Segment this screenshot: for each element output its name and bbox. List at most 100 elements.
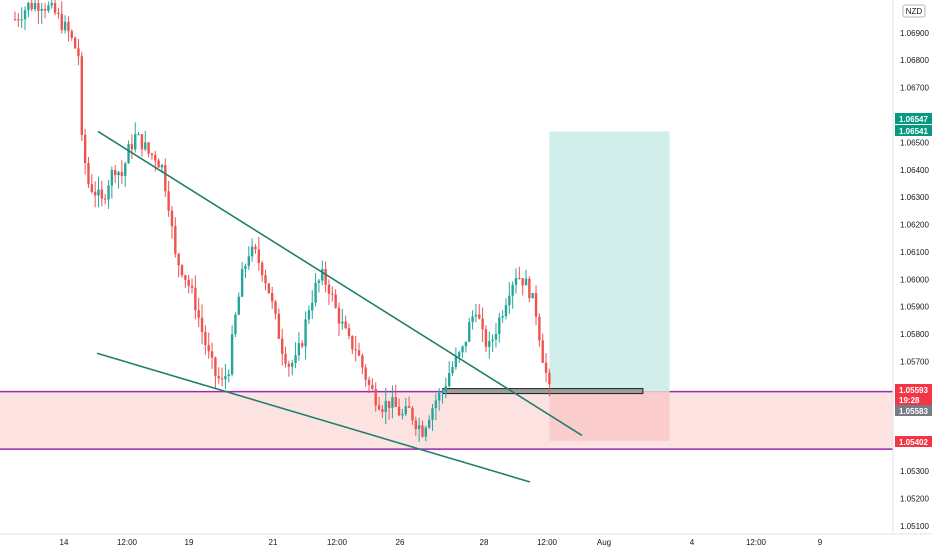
candle-body <box>134 134 137 150</box>
candle-body <box>180 265 184 276</box>
target-high-label-bg <box>895 113 932 124</box>
candle-body <box>451 367 454 374</box>
candle-body <box>391 397 394 409</box>
candle-body <box>397 406 401 416</box>
candle-body <box>20 19 23 21</box>
candle-body <box>508 295 511 306</box>
candle-body <box>240 269 244 297</box>
candle-body <box>37 3 40 11</box>
entry-low-label: 1.05583 <box>899 407 928 416</box>
candle-body <box>103 198 107 200</box>
candle-body <box>524 278 528 286</box>
x-tick-label: 12:00 <box>537 538 558 547</box>
upper-trendline <box>97 130 583 437</box>
target-low-label-bg <box>895 125 932 136</box>
target-low-label: 1.06541 <box>899 127 928 136</box>
last-price-label-bg <box>895 384 932 395</box>
candle-body <box>260 262 264 276</box>
candle-body <box>167 191 170 211</box>
candle-body <box>401 414 404 416</box>
candle-body <box>197 310 200 318</box>
candle-body <box>381 409 384 413</box>
x-tick-label: 26 <box>396 538 405 547</box>
y-tick-label: 1.05800 <box>900 330 929 339</box>
lower-trendline <box>96 352 531 483</box>
candle-body <box>504 305 508 317</box>
candle-body <box>474 314 478 317</box>
candle-body <box>267 283 271 294</box>
stop-zone <box>549 391 670 441</box>
y-tick-label: 1.05100 <box>900 522 929 531</box>
candle-body <box>491 339 494 342</box>
entry-low-label-bg <box>895 405 932 416</box>
candle-body <box>324 268 327 285</box>
price-axis[interactable]: 1.06900 1.06800 1.06700 1.06500 1.06400 1.063… <box>900 29 929 531</box>
candle-body <box>33 3 37 10</box>
candle-body <box>250 246 254 257</box>
candle-body <box>351 335 354 350</box>
candle-body <box>367 379 371 385</box>
candle-body <box>287 363 291 367</box>
candle-body <box>247 256 250 267</box>
y-tick-label: 1.05900 <box>900 303 929 312</box>
y-tick-label: 1.06500 <box>900 138 929 147</box>
candle-body <box>424 427 428 437</box>
candle-body <box>344 321 347 329</box>
candle-body <box>534 293 538 317</box>
candle-body <box>307 310 311 320</box>
candle-body <box>384 401 387 413</box>
candle-body <box>377 405 381 410</box>
candle-body <box>254 246 257 250</box>
candle-body <box>60 14 63 31</box>
candle-body <box>528 278 531 299</box>
candle-body <box>437 392 441 401</box>
candle-body <box>257 249 261 263</box>
candle-body <box>294 355 297 363</box>
y-tick-label: 1.06700 <box>900 84 929 93</box>
candle-body <box>341 321 344 324</box>
x-tick-label: 12:00 <box>117 538 138 547</box>
currency-badge-text: NZD <box>906 7 923 16</box>
candle-body <box>110 169 114 186</box>
candle-body <box>394 397 397 407</box>
candle-body <box>97 189 100 196</box>
x-tick-label: 4 <box>690 538 695 547</box>
stop-label-bg <box>895 436 932 447</box>
candle-body <box>501 316 504 318</box>
candle-body <box>277 313 281 339</box>
y-tick-label: 1.06200 <box>900 221 929 230</box>
candle-body <box>264 275 267 284</box>
candle-body <box>210 351 214 358</box>
y-tick-label: 1.05300 <box>900 467 929 476</box>
candle-body <box>187 279 190 286</box>
target-zone <box>549 131 670 392</box>
candle-body <box>484 329 488 347</box>
candle-body <box>421 425 424 437</box>
candle-body <box>471 316 474 323</box>
candle-body <box>90 184 94 192</box>
candle-body <box>488 341 491 347</box>
candle-body <box>434 400 438 409</box>
candle-body <box>43 8 47 11</box>
candle-body <box>317 280 321 283</box>
candle-body <box>30 2 33 10</box>
y-tick-label: 1.06000 <box>900 275 929 284</box>
x-tick-label: 14 <box>60 538 69 547</box>
candle-body <box>297 343 301 356</box>
candle-body <box>174 226 177 254</box>
x-tick-label: 12:00 <box>327 538 348 547</box>
candle-body <box>100 189 104 199</box>
candle-body <box>270 293 274 302</box>
zones-layer <box>0 131 893 450</box>
candle-body <box>314 282 317 303</box>
candle-body <box>514 278 518 285</box>
x-tick-label: 9 <box>818 538 823 547</box>
candle-body <box>220 378 224 380</box>
time-axis[interactable]: 14 12:00 19 21 12:00 26 28 12:00 Aug 4 12:00 9 <box>60 538 823 547</box>
candle-body <box>417 425 421 430</box>
candle-body <box>364 367 367 380</box>
candle-body <box>144 142 147 150</box>
candle-body <box>13 19 17 21</box>
